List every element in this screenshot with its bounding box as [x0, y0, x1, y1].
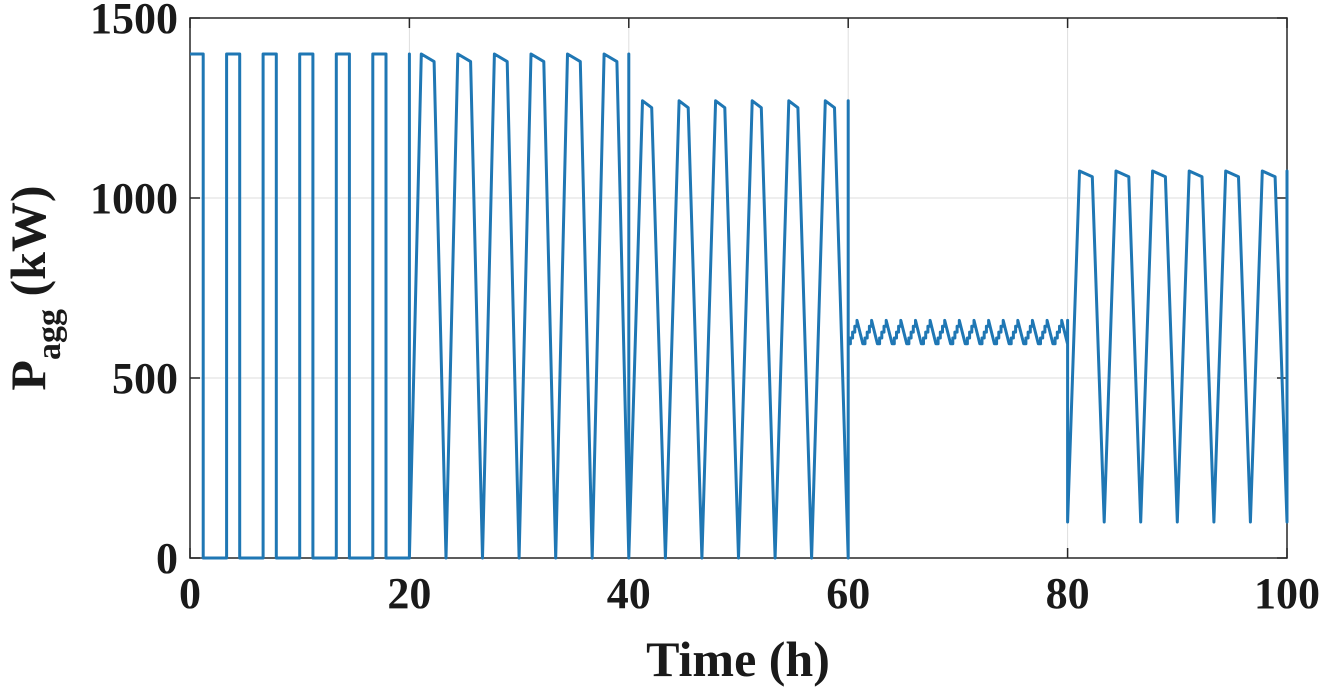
- plot-background: [190, 18, 1287, 558]
- y-axis-title: Pagg (kW): [0, 185, 68, 390]
- y-tick-labels: 0 500 1000 1500: [90, 0, 178, 583]
- y-tick-label: 500: [112, 354, 178, 403]
- series-line-p-agg: [190, 52, 1289, 560]
- x-tick-label: 100: [1254, 569, 1320, 618]
- x-tick-labels: 0 20 40 60 80 100: [179, 569, 1320, 618]
- x-tick-label: 20: [387, 569, 431, 618]
- x-tick-label: 40: [607, 569, 651, 618]
- x-tick-label: 60: [826, 569, 870, 618]
- y-tick-label: 1000: [90, 174, 178, 223]
- y-axis-unit: (kW): [0, 185, 56, 309]
- y-tick-label: 1500: [90, 0, 178, 43]
- x-tick-label: 80: [1046, 569, 1090, 618]
- y-axis-symbol: P: [0, 360, 56, 391]
- x-axis-title: Time (h): [646, 631, 830, 687]
- x-tick-label: 0: [179, 569, 201, 618]
- y-tick-label: 0: [156, 534, 178, 583]
- y-axis-subscript: agg: [31, 309, 68, 360]
